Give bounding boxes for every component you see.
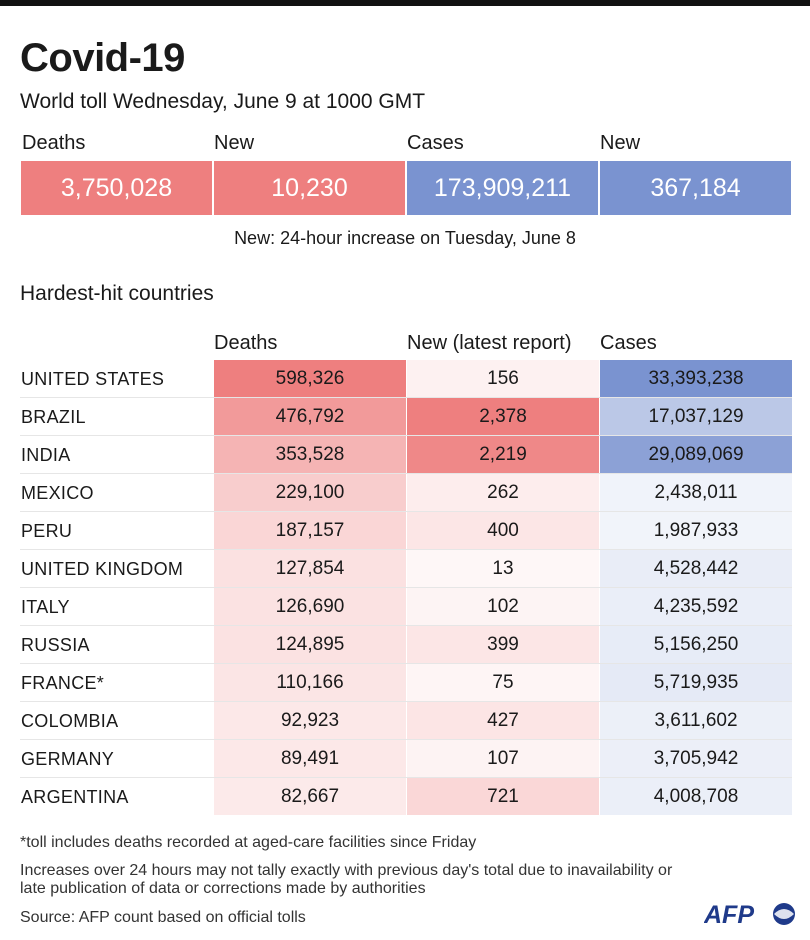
deaths-cell: 126,690 bbox=[214, 588, 406, 625]
row-divider bbox=[20, 663, 792, 664]
new-deaths-cell: 156 bbox=[407, 360, 599, 397]
new-deaths-cell: 427 bbox=[407, 702, 599, 739]
summary-new-deaths-value: 10,230 bbox=[214, 161, 405, 215]
summary-deaths-value: 3,750,028 bbox=[21, 161, 212, 215]
new-deaths-cell: 107 bbox=[407, 740, 599, 777]
summary-cases-label: Cases bbox=[407, 132, 464, 154]
row-divider bbox=[20, 473, 792, 474]
summary-deaths-label: Deaths bbox=[22, 132, 86, 154]
cases-cell: 1,987,933 bbox=[600, 512, 792, 549]
deaths-cell: 476,792 bbox=[214, 398, 406, 435]
country-name: INDIA bbox=[21, 445, 71, 465]
table-row: GERMANY 89,491 107 3,705,942 bbox=[0, 740, 810, 778]
table-row: MEXICO 229,100 262 2,438,011 bbox=[0, 474, 810, 512]
new-deaths-cell: 399 bbox=[407, 626, 599, 663]
new-deaths-cell: 2,219 bbox=[407, 436, 599, 473]
deaths-cell: 110,166 bbox=[214, 664, 406, 701]
row-divider bbox=[20, 511, 792, 512]
new-deaths-cell: 262 bbox=[407, 474, 599, 511]
country-name: MEXICO bbox=[21, 483, 94, 503]
country-name: PERU bbox=[21, 521, 73, 541]
svg-text:AFP: AFP bbox=[704, 901, 754, 929]
table-row: ITALY 126,690 102 4,235,592 bbox=[0, 588, 810, 626]
row-divider bbox=[20, 397, 792, 398]
table-row: PERU 187,157 400 1,987,933 bbox=[0, 512, 810, 550]
column-header-deaths: Deaths bbox=[214, 332, 278, 354]
row-divider bbox=[20, 739, 792, 740]
footnote-asterisk: *toll includes deaths recorded at aged-c… bbox=[20, 834, 477, 851]
table-row: COLOMBIA 92,923 427 3,611,602 bbox=[0, 702, 810, 740]
table-row: RUSSIA 124,895 399 5,156,250 bbox=[0, 626, 810, 664]
country-name: UNITED STATES bbox=[21, 369, 165, 389]
row-divider bbox=[20, 549, 792, 550]
top-rule bbox=[0, 0, 810, 6]
column-header-cases: Cases bbox=[600, 332, 657, 354]
cases-cell: 4,528,442 bbox=[600, 550, 792, 587]
cases-cell: 17,037,129 bbox=[600, 398, 792, 435]
page-title: Covid-19 bbox=[20, 36, 185, 80]
row-divider bbox=[20, 777, 792, 778]
column-header-new: New (latest report) bbox=[407, 332, 572, 354]
footnote-disclaimer: Increases over 24 hours may not tally ex… bbox=[20, 862, 673, 897]
summary-new-deaths-label: New bbox=[214, 132, 255, 154]
summary-note: New: 24-hour increase on Tuesday, June 8 bbox=[234, 228, 576, 248]
new-deaths-cell: 102 bbox=[407, 588, 599, 625]
cases-cell: 5,156,250 bbox=[600, 626, 792, 663]
deaths-cell: 187,157 bbox=[214, 512, 406, 549]
row-divider bbox=[20, 625, 792, 626]
cases-cell: 3,611,602 bbox=[600, 702, 792, 739]
table-row: INDIA 353,528 2,219 29,089,069 bbox=[0, 436, 810, 474]
country-name: COLOMBIA bbox=[21, 711, 119, 731]
new-deaths-cell: 400 bbox=[407, 512, 599, 549]
new-deaths-cell: 13 bbox=[407, 550, 599, 587]
new-deaths-cell: 2,378 bbox=[407, 398, 599, 435]
cases-cell: 29,089,069 bbox=[600, 436, 792, 473]
afp-logo: AFP bbox=[704, 901, 795, 929]
row-divider bbox=[20, 435, 792, 436]
cases-cell: 4,008,708 bbox=[600, 778, 792, 815]
summary-new-cases-value: 367,184 bbox=[600, 161, 791, 215]
table-row: BRAZIL 476,792 2,378 17,037,129 bbox=[0, 398, 810, 436]
deaths-cell: 92,923 bbox=[214, 702, 406, 739]
deaths-cell: 598,326 bbox=[214, 360, 406, 397]
deaths-cell: 229,100 bbox=[214, 474, 406, 511]
cases-cell: 5,719,935 bbox=[600, 664, 792, 701]
footnote-source: Source: AFP count based on official toll… bbox=[20, 909, 306, 926]
table-row: UNITED STATES 598,326 156 33,393,238 bbox=[0, 360, 810, 398]
deaths-cell: 353,528 bbox=[214, 436, 406, 473]
country-name: FRANCE* bbox=[21, 673, 105, 693]
country-name: ARGENTINA bbox=[21, 787, 129, 807]
table-title: Hardest-hit countries bbox=[20, 282, 214, 305]
cases-cell: 33,393,238 bbox=[600, 360, 792, 397]
table-row: FRANCE* 110,166 75 5,719,935 bbox=[0, 664, 810, 702]
table-row: ARGENTINA 82,667 721 4,008,708 bbox=[0, 778, 810, 816]
deaths-cell: 82,667 bbox=[214, 778, 406, 815]
country-name: UNITED KINGDOM bbox=[21, 559, 184, 579]
summary-cases-value: 173,909,211 bbox=[407, 161, 598, 215]
row-divider bbox=[20, 701, 792, 702]
page-subtitle: World toll Wednesday, June 9 at 1000 GMT bbox=[20, 90, 426, 113]
country-name: ITALY bbox=[21, 597, 70, 617]
deaths-cell: 89,491 bbox=[214, 740, 406, 777]
cases-cell: 4,235,592 bbox=[600, 588, 792, 625]
cases-cell: 3,705,942 bbox=[600, 740, 792, 777]
summary-new-cases-label: New bbox=[600, 132, 641, 154]
country-name: BRAZIL bbox=[21, 407, 86, 427]
deaths-cell: 124,895 bbox=[214, 626, 406, 663]
country-name: RUSSIA bbox=[21, 635, 90, 655]
deaths-cell: 127,854 bbox=[214, 550, 406, 587]
country-name: GERMANY bbox=[21, 749, 115, 769]
row-divider bbox=[20, 587, 792, 588]
cases-cell: 2,438,011 bbox=[600, 474, 792, 511]
new-deaths-cell: 75 bbox=[407, 664, 599, 701]
new-deaths-cell: 721 bbox=[407, 778, 599, 815]
table-row: UNITED KINGDOM 127,854 13 4,528,442 bbox=[0, 550, 810, 588]
